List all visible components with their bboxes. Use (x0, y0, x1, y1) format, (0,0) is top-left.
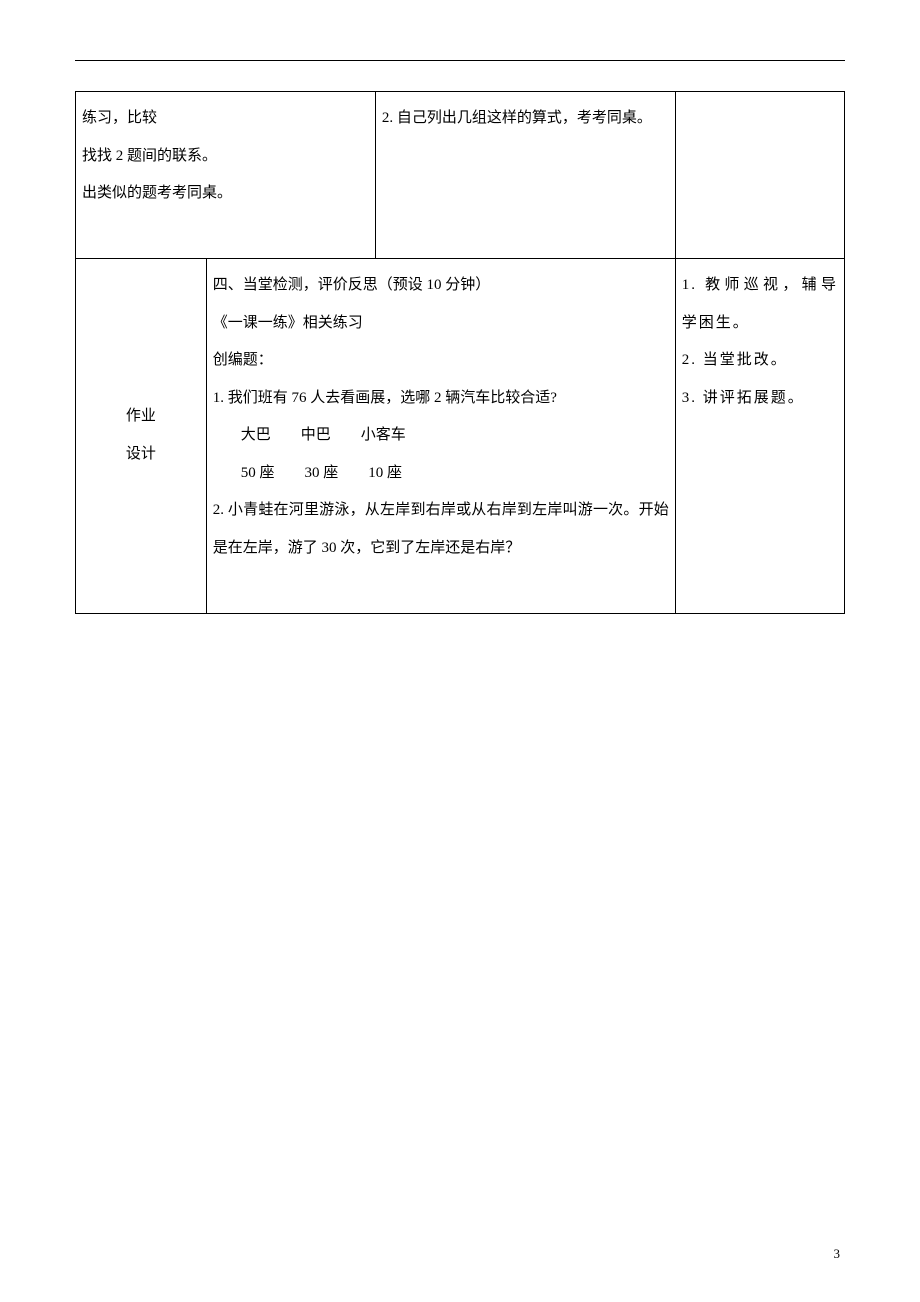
cell-homework-content: 四、当堂检测，评价反思（预设 10 分钟） 《一课一练》相关练习 创编题： 1.… (206, 259, 675, 614)
cell-practice: 练习，比较 找找 2 题间的联系。 出类似的题考考同桌。 (76, 92, 376, 259)
cell-teacher-notes: 1. 教师巡视，辅导学困生。 2. 当堂批改。 3. 讲评拓展题。 (675, 259, 844, 614)
text-line: 创编题： (213, 342, 669, 380)
text-line: 《一课一练》相关练习 (213, 305, 669, 343)
text-line: 2. 自己列出几组这样的算式，考考同桌。 (382, 100, 669, 138)
text-line: 50 座 30 座 10 座 (213, 455, 669, 493)
text-line: 找找 2 题间的联系。 (82, 138, 369, 176)
text-line: 练习，比较 (82, 100, 369, 138)
text-line: 四、当堂检测，评价反思（预设 10 分钟） (213, 267, 669, 305)
text-line: 1. 教师巡视，辅导学困生。 (682, 267, 838, 342)
text-line: 2. 小青蛙在河里游泳，从左岸到右岸或从右岸到左岸叫游一次。开始是在左岸，游了 … (213, 492, 669, 567)
document-table: 练习，比较 找找 2 题间的联系。 出类似的题考考同桌。 2. 自己列出几组这样… (75, 91, 845, 614)
cell-empty (675, 92, 844, 259)
spacer (82, 213, 369, 251)
text-line: 3. 讲评拓展题。 (682, 380, 838, 418)
text-line: 2. 当堂批改。 (682, 342, 838, 380)
spacer (213, 567, 669, 605)
page-number: 3 (834, 1246, 841, 1262)
text-line: 作业 (82, 398, 200, 436)
text-line: 设计 (82, 436, 200, 474)
text-line: 出类似的题考考同桌。 (82, 175, 369, 213)
table-row: 作业 设计 四、当堂检测，评价反思（预设 10 分钟） 《一课一练》相关练习 创… (76, 259, 845, 614)
cell-self-exercise: 2. 自己列出几组这样的算式，考考同桌。 (375, 92, 675, 259)
text-line: 大巴 中巴 小客车 (213, 417, 669, 455)
header-divider (75, 60, 845, 61)
table-row: 练习，比较 找找 2 题间的联系。 出类似的题考考同桌。 2. 自己列出几组这样… (76, 92, 845, 259)
text-line: 1. 我们班有 76 人去看画展，选哪 2 辆汽车比较合适? (213, 380, 669, 418)
cell-homework-label: 作业 设计 (76, 259, 207, 614)
